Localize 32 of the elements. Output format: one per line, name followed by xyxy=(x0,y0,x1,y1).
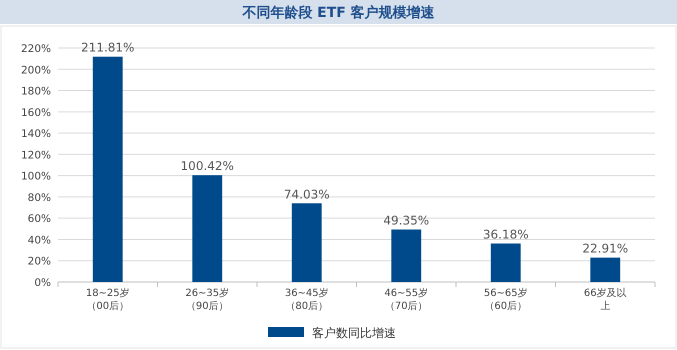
chart-title: 不同年龄段 ETF 客户规模增速 xyxy=(241,4,436,21)
bar xyxy=(490,244,521,282)
y-tick-label: 40% xyxy=(28,234,52,246)
data-label: 74.03% xyxy=(284,187,330,202)
y-tick-label: 120% xyxy=(20,149,52,162)
data-label: 36.18% xyxy=(482,228,529,242)
y-tick-label: 180% xyxy=(20,86,52,98)
x-tick-label: 46~55岁（70后） xyxy=(384,287,428,312)
y-tick-label: 20% xyxy=(28,256,52,268)
x-tick-label: 66岁及以上 xyxy=(584,287,627,312)
y-tick-label: 80% xyxy=(28,192,52,204)
bar xyxy=(292,203,322,282)
y-tick-label: 140% xyxy=(20,128,52,140)
data-label: 49.35% xyxy=(383,214,430,228)
y-tick-label: 0% xyxy=(34,277,52,289)
bar xyxy=(192,175,222,282)
x-tick-label: 18~25岁（00后） xyxy=(86,287,130,312)
y-tick-label: 160% xyxy=(20,106,52,119)
x-tick-label: 56~65岁（60后） xyxy=(484,287,528,312)
y-tick-label: 60% xyxy=(28,213,52,226)
y-tick-label: 100% xyxy=(20,170,52,183)
x-tick-label: 36~45岁（80后） xyxy=(284,287,329,312)
bar xyxy=(92,56,123,282)
y-tick-label: 220% xyxy=(20,43,52,55)
data-label: 100.42% xyxy=(180,159,234,174)
bar xyxy=(391,230,422,282)
data-label: 211.81% xyxy=(81,40,134,55)
data-label: 22.91% xyxy=(582,242,628,256)
x-tick-label: 26~35岁（90后） xyxy=(185,287,230,312)
legend-label: 客户数同比增速 xyxy=(312,326,396,340)
bar xyxy=(590,258,620,282)
y-tick-label: 200% xyxy=(20,64,52,76)
